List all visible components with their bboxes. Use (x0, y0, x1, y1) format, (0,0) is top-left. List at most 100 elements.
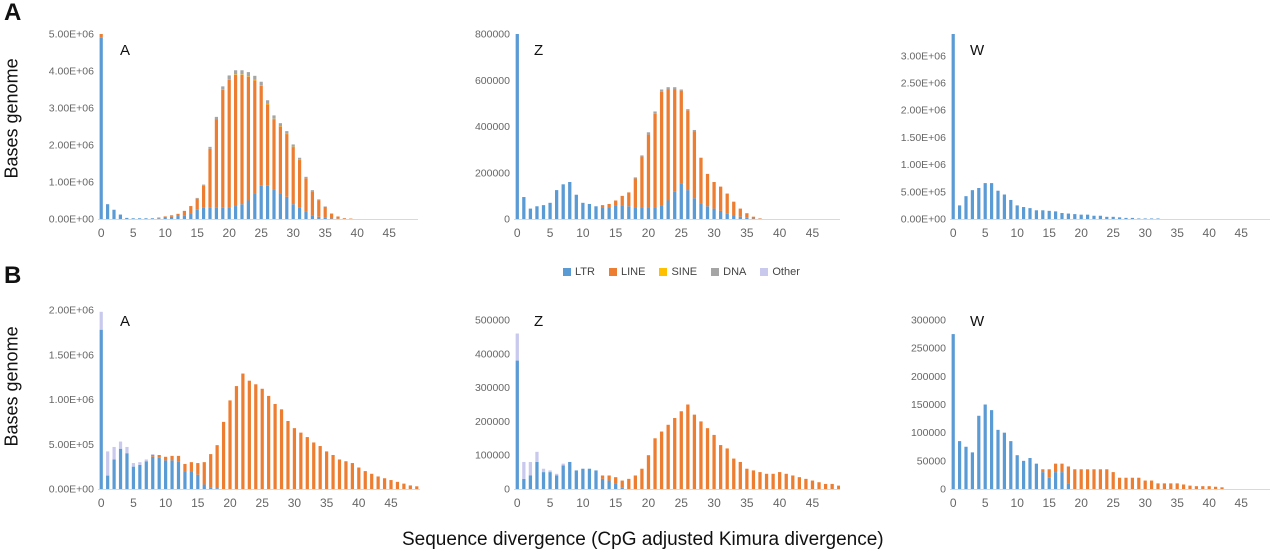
bar-line (151, 454, 155, 457)
bar-line (692, 131, 697, 199)
bar-ltr (1041, 472, 1045, 489)
bar-ltr (144, 218, 148, 219)
bar-line (1220, 487, 1224, 489)
x-tick-label: 5 (982, 496, 989, 510)
x-tick-label: 40 (352, 496, 366, 510)
bar-ltr (679, 183, 683, 219)
bar-line (1098, 469, 1102, 489)
bar-ltr (1009, 441, 1013, 489)
legend-swatch-dna (711, 268, 720, 276)
x-tick-label: 45 (806, 496, 820, 510)
bar-line (331, 454, 335, 489)
bar-ltr (1022, 207, 1026, 219)
bar-line (725, 448, 729, 489)
bar-line (758, 472, 762, 489)
bar-ltr (614, 205, 618, 220)
bar-line (247, 380, 251, 489)
x-tick-label: 20 (642, 226, 656, 240)
bar-line (1111, 472, 1115, 489)
bar-ltr (118, 214, 122, 219)
chart-title: W (970, 313, 985, 330)
bar-ltr (183, 471, 187, 489)
x-tick-label: 0 (514, 496, 521, 510)
bar-dna (659, 89, 664, 92)
bar-ltr (719, 210, 723, 219)
bar-ltr (555, 475, 559, 489)
bar-ltr (692, 198, 697, 219)
bar-ltr (208, 207, 212, 219)
bar-line (817, 482, 821, 489)
bar-line (402, 483, 406, 489)
bar-ltr (594, 470, 598, 489)
bar-ltr (182, 215, 186, 219)
bar-ltr (106, 204, 110, 219)
x-tick-label: 15 (1043, 496, 1057, 510)
bar-line (272, 119, 276, 190)
y-tick-label: 3.00E+06 (901, 50, 946, 62)
bar-ltr (653, 207, 657, 219)
bar-ltr (555, 190, 559, 219)
bar-line (705, 173, 710, 207)
bar-ltr (738, 216, 742, 219)
y-tick-label: 300000 (911, 315, 946, 327)
bar-line (305, 437, 309, 489)
bar-line (673, 89, 677, 192)
bar-dna (323, 206, 327, 207)
legend-item-sine: SINE (659, 266, 697, 278)
y-tick-label: 800000 (475, 29, 510, 41)
bar-line (653, 438, 657, 489)
bar-ltr (977, 415, 981, 489)
bar-line (240, 74, 244, 205)
bar-other (528, 461, 533, 476)
y-tick-label: 2.00E+06 (49, 305, 94, 317)
bar-other (548, 470, 552, 473)
bar-ltr (285, 196, 289, 219)
bar-line (810, 480, 815, 489)
x-tick-label: 20 (642, 496, 656, 510)
bar-ltr (246, 200, 250, 219)
bar-other (99, 311, 103, 330)
bar-dna (214, 116, 218, 120)
bar-line (823, 483, 828, 489)
bar-ltr (138, 464, 142, 489)
bar-other (522, 461, 526, 479)
bar-ltr (633, 207, 637, 219)
bar-line (646, 455, 651, 489)
bar-ltr (1028, 208, 1032, 219)
bar-line (273, 403, 277, 489)
bar-ltr (699, 203, 703, 219)
bar-ltr (234, 206, 238, 219)
bar-ltr (1054, 211, 1058, 219)
y-tick-label: 1.00E+06 (901, 159, 946, 171)
bar-line (318, 446, 322, 489)
x-tick-label: 10 (159, 226, 173, 240)
bar-line (299, 432, 303, 489)
x-tick-label: 25 (256, 496, 270, 510)
bar-dna (221, 86, 225, 90)
bar-other (555, 473, 559, 476)
bar-line (344, 461, 348, 489)
bar-dna (686, 109, 690, 111)
bar-ltr (202, 207, 206, 219)
x-tick-label: 25 (1107, 496, 1121, 510)
y-tick-label: 400000 (475, 348, 510, 360)
y-tick-label: 5.00E+05 (901, 186, 946, 198)
bar-line (797, 477, 801, 489)
bar-ltr (541, 472, 546, 489)
bar-line (389, 480, 393, 489)
bar-sine (291, 146, 295, 148)
x-axis-label: Sequence divergence (CpG adjusted Kimura… (402, 529, 884, 550)
bar-line (99, 34, 103, 38)
legend-swatch-other (760, 268, 769, 276)
bar-ltr (259, 185, 263, 219)
x-tick-label: 0 (950, 226, 957, 240)
bar-ltr (99, 37, 103, 220)
bar-dna (278, 123, 282, 127)
y-tick-label: 100000 (475, 450, 510, 462)
x-tick-label: 15 (1043, 226, 1057, 240)
bar-ltr (659, 205, 664, 220)
bar-line (738, 461, 742, 489)
bar-line (310, 191, 314, 216)
bar-line (719, 445, 723, 489)
bar-line (1073, 469, 1077, 489)
